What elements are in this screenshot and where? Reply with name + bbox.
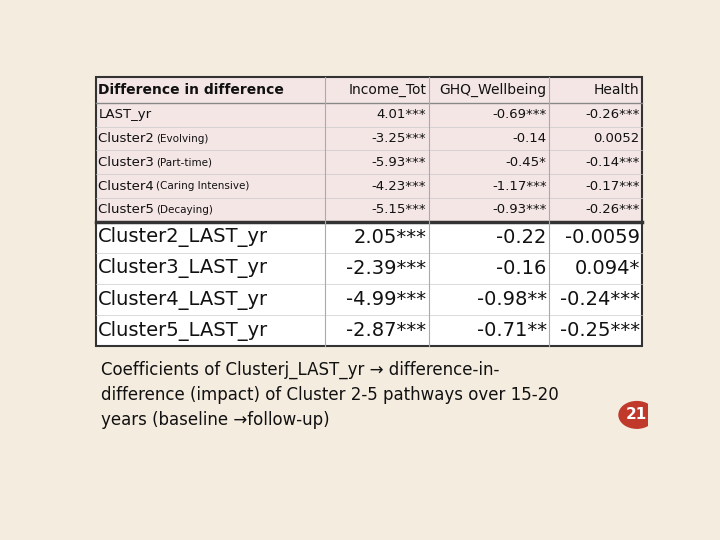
Text: -5.93***: -5.93*** — [372, 156, 426, 169]
Text: Income_Tot: Income_Tot — [348, 83, 426, 97]
Text: GHQ_Wellbeing: GHQ_Wellbeing — [439, 83, 546, 97]
Text: (Evolving): (Evolving) — [156, 133, 209, 144]
Text: -0.26***: -0.26*** — [585, 109, 639, 122]
Text: Cluster2: Cluster2 — [99, 132, 158, 145]
Bar — [96, 77, 642, 346]
Text: 21: 21 — [626, 407, 647, 422]
Text: -0.22: -0.22 — [496, 228, 546, 247]
Text: -0.26***: -0.26*** — [585, 203, 639, 216]
Text: 0.094*: 0.094* — [575, 259, 639, 278]
Text: (Decaying): (Decaying) — [156, 205, 213, 215]
Text: -1.17***: -1.17*** — [492, 179, 546, 192]
Text: -0.71**: -0.71** — [477, 321, 546, 340]
Text: LAST_yr: LAST_yr — [99, 109, 151, 122]
Text: -5.15***: -5.15*** — [372, 203, 426, 216]
Text: Cluster2_LAST_yr: Cluster2_LAST_yr — [99, 227, 269, 247]
Text: Cluster5: Cluster5 — [99, 203, 158, 216]
Text: -2.39***: -2.39*** — [346, 259, 426, 278]
Text: -0.14: -0.14 — [513, 132, 546, 145]
Text: Cluster4: Cluster4 — [99, 179, 158, 192]
Text: -0.45*: -0.45* — [505, 156, 546, 169]
Text: -0.0059: -0.0059 — [564, 228, 639, 247]
Text: Cluster5_LAST_yr: Cluster5_LAST_yr — [99, 321, 269, 341]
Text: 2.05***: 2.05*** — [354, 228, 426, 247]
Bar — [96, 221, 642, 346]
Text: Health: Health — [594, 83, 639, 97]
Text: -0.24***: -0.24*** — [559, 290, 639, 309]
Text: Cluster3_LAST_yr: Cluster3_LAST_yr — [99, 258, 269, 278]
Text: -0.17***: -0.17*** — [585, 179, 639, 192]
Text: -0.25***: -0.25*** — [559, 321, 639, 340]
Text: (Part-time): (Part-time) — [156, 157, 212, 167]
Text: -4.99***: -4.99*** — [346, 290, 426, 309]
Text: Cluster3: Cluster3 — [99, 156, 158, 169]
Text: Difference in difference: Difference in difference — [99, 83, 284, 97]
Text: -0.16: -0.16 — [496, 259, 546, 278]
Text: Cluster4_LAST_yr: Cluster4_LAST_yr — [99, 289, 269, 309]
Text: (Caring Intensive): (Caring Intensive) — [156, 181, 250, 191]
Text: -0.69***: -0.69*** — [492, 109, 546, 122]
Text: -0.98**: -0.98** — [477, 290, 546, 309]
Text: -0.93***: -0.93*** — [492, 203, 546, 216]
Bar — [96, 77, 642, 221]
Text: 0.0052: 0.0052 — [593, 132, 639, 145]
Text: Coefficients of Clusterj_LAST_yr → difference-in-
difference (impact) of Cluster: Coefficients of Clusterj_LAST_yr → diffe… — [101, 361, 559, 429]
Text: 4.01***: 4.01*** — [377, 109, 426, 122]
Text: -0.14***: -0.14*** — [585, 156, 639, 169]
Text: -4.23***: -4.23*** — [372, 179, 426, 192]
Text: -2.87***: -2.87*** — [346, 321, 426, 340]
Circle shape — [619, 402, 654, 428]
Text: -3.25***: -3.25*** — [372, 132, 426, 145]
